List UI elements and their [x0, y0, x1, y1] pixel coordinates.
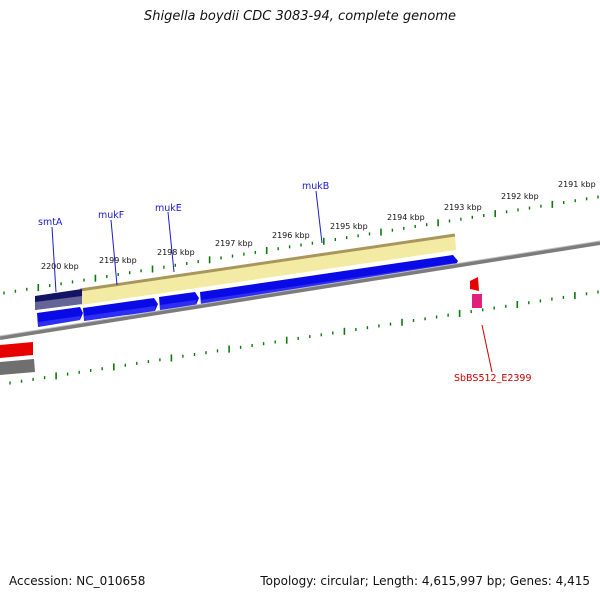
gene-label-mukB[interactable]: mukB — [302, 181, 329, 192]
kbp-label-group: 2191 kbp 2192 kbp 2193 kbp 2194 kbp 2195… — [41, 180, 596, 271]
accession-text: Accession: NC_010658 — [9, 574, 146, 588]
gene-leader-lines — [51, 190, 493, 373]
top-tick-track — [3, 195, 599, 295]
tick-label-2197: 2197 kbp — [215, 239, 253, 248]
page-title: Shigella boydii CDC 3083-94, complete ge… — [143, 9, 457, 24]
genome-summary-text: Topology: circular; Length: 4,615,997 bp… — [260, 574, 590, 588]
pink-feature-box[interactable] — [472, 294, 482, 308]
genome-backbone — [0, 241, 600, 340]
feature-label-red[interactable]: SbBS512_E2399 — [454, 373, 532, 384]
yellow-feature-band — [80, 235, 456, 305]
yellow-band-edge — [79, 233, 456, 292]
gene-label-mukE[interactable]: mukE — [155, 203, 182, 214]
tick-label-2196: 2196 kbp — [272, 231, 310, 240]
tick-label-2194: 2194 kbp — [387, 213, 425, 222]
grey-feature-left — [0, 359, 35, 375]
tick-label-2198: 2198 kbp — [157, 248, 195, 257]
red-feature-arrow[interactable] — [470, 277, 479, 291]
gene-label-mukF[interactable]: mukF — [98, 210, 124, 221]
bottom-tick-track — [9, 290, 599, 385]
tick-label-2199: 2199 kbp — [99, 256, 137, 265]
tick-label-2192: 2192 kbp — [501, 192, 539, 201]
tick-label-2193: 2193 kbp — [444, 203, 482, 212]
tick-label-2191: 2191 kbp — [558, 180, 596, 189]
red-feature-left[interactable] — [0, 342, 33, 358]
gene-label-smtA[interactable]: smtA — [38, 217, 63, 228]
tick-label-2200: 2200 kbp — [41, 262, 79, 271]
tick-label-2195: 2195 kbp — [330, 222, 368, 231]
